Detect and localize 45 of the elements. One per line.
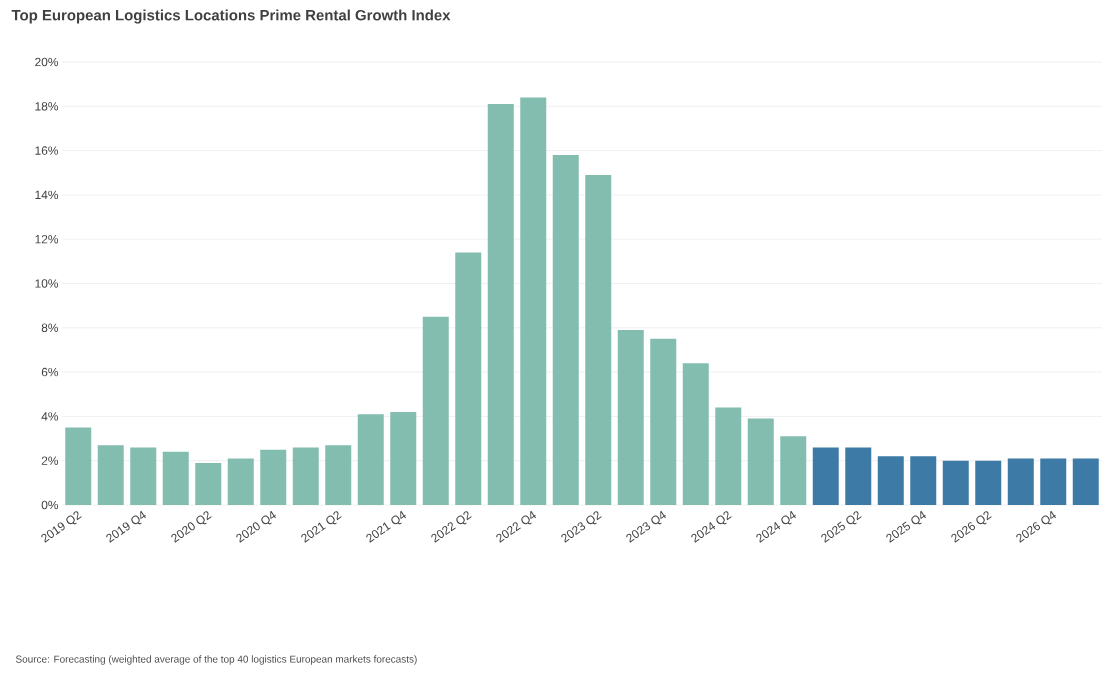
bar	[910, 456, 937, 505]
bar	[260, 449, 287, 505]
bar	[390, 411, 417, 505]
bar	[1040, 458, 1067, 505]
bar	[942, 460, 969, 505]
bar	[520, 97, 547, 505]
y-tick-label: 12%	[35, 234, 59, 244]
y-tick-label: 20%	[35, 57, 59, 67]
bar	[130, 447, 157, 505]
bar	[812, 447, 839, 505]
bar	[1007, 458, 1034, 505]
y-tick-label: 6%	[41, 367, 59, 377]
bar	[97, 445, 124, 505]
bar	[682, 363, 709, 505]
bar	[715, 407, 742, 505]
bar	[422, 316, 449, 505]
y-tick-label: 18%	[35, 102, 59, 111]
bar	[975, 460, 1002, 505]
y-tick-label: 8%	[41, 323, 59, 333]
bar	[747, 418, 774, 505]
bar	[357, 414, 384, 505]
bar	[325, 445, 352, 505]
y-tick-label: 10%	[35, 279, 59, 288]
bar	[455, 252, 482, 505]
bar	[487, 104, 514, 505]
y-tick-label: 2%	[41, 456, 59, 465]
bar	[552, 155, 579, 505]
y-tick-label: 14%	[35, 190, 59, 200]
y-tick-label: 4%	[41, 412, 59, 421]
y-tick-label: 16%	[35, 146, 59, 155]
bar	[195, 462, 222, 505]
source-note: Source: Forecasting (weighted average of the top 40 logistics European markets forecasts)	[15, 655, 417, 665]
chart-title: Top European Logistics Locations Prime Rental Growth Index	[11, 9, 451, 24]
bar	[227, 458, 254, 505]
bar	[65, 427, 92, 505]
bar	[780, 436, 807, 505]
bar	[292, 447, 319, 505]
bar	[1072, 458, 1099, 505]
bar	[617, 330, 644, 505]
bar	[845, 447, 872, 505]
bar	[162, 451, 189, 505]
y-tick-label: 0%	[41, 500, 59, 510]
bar	[650, 338, 677, 505]
bar	[877, 456, 904, 505]
bar	[585, 174, 612, 505]
